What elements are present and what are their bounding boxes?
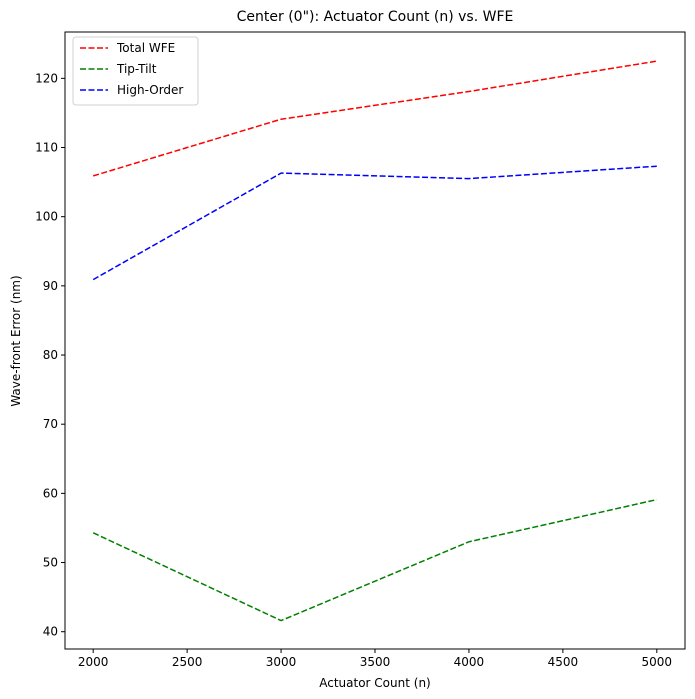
y-tick-label: 40 bbox=[43, 625, 58, 639]
legend: Total WFE Tip-Tilt High-Order bbox=[72, 36, 199, 106]
series-line-tip-tilt bbox=[92, 498, 657, 622]
x-tick-label: 3000 bbox=[266, 655, 297, 669]
x-axis: 2000 2500 3000 3500 4000 4500 5000 bbox=[78, 649, 672, 669]
y-tick-label: 60 bbox=[43, 486, 58, 500]
series-line-high-order bbox=[92, 165, 657, 281]
y-tick-label: 90 bbox=[43, 279, 58, 293]
legend-box bbox=[72, 36, 199, 106]
y-tick-label: 80 bbox=[43, 348, 58, 362]
series-layer bbox=[92, 60, 657, 622]
legend-label: Total WFE bbox=[116, 41, 175, 55]
series-line-total-wfe bbox=[92, 60, 657, 177]
chart-title: Center (0"): Actuator Count (n) vs. WFE bbox=[237, 9, 514, 25]
x-tick-label: 2000 bbox=[78, 655, 109, 669]
y-tick-label: 120 bbox=[35, 71, 58, 85]
x-tick-label: 4000 bbox=[454, 655, 485, 669]
y-axis-label: Wave-front Error (nm) bbox=[9, 275, 23, 406]
y-tick-label: 110 bbox=[35, 141, 58, 155]
y-tick-label: 70 bbox=[43, 417, 58, 431]
plot-area bbox=[64, 31, 686, 650]
x-tick-label: 4500 bbox=[548, 655, 579, 669]
x-tick-label: 2500 bbox=[172, 655, 203, 669]
x-tick-label: 5000 bbox=[642, 655, 673, 669]
legend-label: High-Order bbox=[117, 83, 183, 97]
x-tick-label: 3500 bbox=[360, 655, 391, 669]
y-axis: 40 50 60 70 80 90 100 110 120 bbox=[35, 71, 65, 639]
y-tick-label: 50 bbox=[43, 556, 58, 570]
x-axis-label: Actuator Count (n) bbox=[319, 676, 430, 690]
legend-label: Tip-Tilt bbox=[116, 62, 157, 76]
y-tick-label: 100 bbox=[35, 210, 58, 224]
